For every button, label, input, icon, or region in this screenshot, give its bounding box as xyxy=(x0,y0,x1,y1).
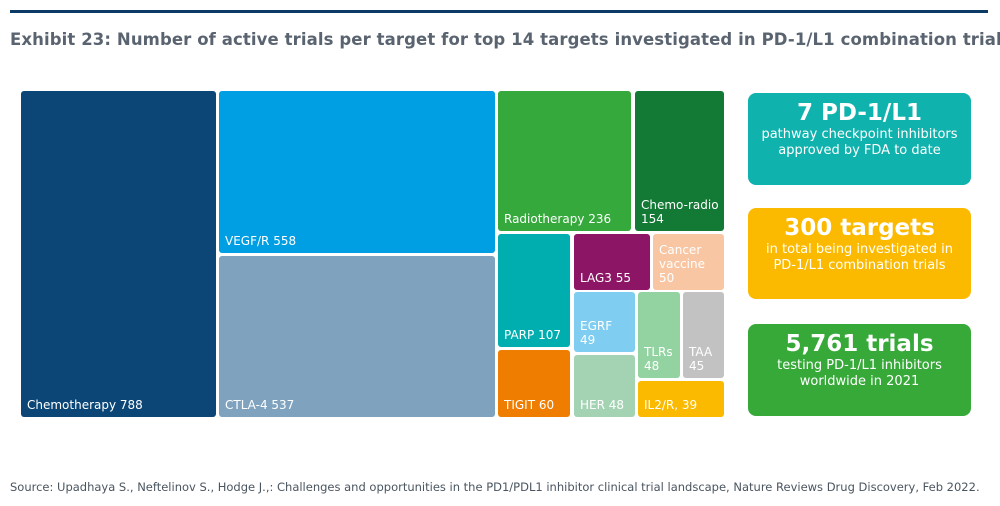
stat-headline: 300 targets xyxy=(784,215,935,241)
treemap-tile-tlrs: TLRs 48 xyxy=(638,292,680,378)
treemap-tile-label: Cancer vaccine 50 xyxy=(659,243,705,285)
treemap-tile-label: LAG3 55 xyxy=(580,271,631,285)
treemap-tile-label: Chemotherapy 788 xyxy=(27,398,143,412)
top-rule xyxy=(10,10,988,13)
stat-text: pathway checkpoint inhibitors approved b… xyxy=(761,127,958,158)
treemap-tile-il2-r: IL2/R, 39 xyxy=(638,381,724,417)
treemap-tile-label: PARP 107 xyxy=(504,328,561,342)
stat-card-targets: 300 targets in total being investigated … xyxy=(748,208,971,299)
treemap: Chemotherapy 788 VEGF/R 558 CTLA-4 537 Radi… xyxy=(21,91,724,417)
treemap-tile-label: IL2/R, 39 xyxy=(644,398,698,412)
stat-headline: 5,761 trials xyxy=(785,331,934,357)
chart-title: Exhibit 23: Number of active trials per … xyxy=(10,30,1000,49)
treemap-tile-vegf-r: VEGF/R 558 xyxy=(219,91,495,253)
treemap-tile-label: Chemo-radio 154 xyxy=(641,198,719,226)
treemap-tile-radiotherapy: Radiotherapy 236 xyxy=(498,91,631,231)
treemap-tile-label: EGRF 49 xyxy=(580,319,613,347)
treemap-tile-ctla-4: CTLA-4 537 xyxy=(219,256,495,417)
treemap-tile-parp: PARP 107 xyxy=(498,234,570,347)
treemap-tile-label: TLRs 48 xyxy=(644,345,673,373)
treemap-tile-cancer-vaccine: Cancer vaccine 50 xyxy=(653,234,724,290)
stat-headline: 7 PD-1/L1 xyxy=(797,100,922,126)
treemap-tile-egrf: EGRF 49 xyxy=(574,292,635,352)
stat-text: testing PD-1/L1 inhibitors worldwide in … xyxy=(777,358,942,389)
treemap-tile-chemo-radio: Chemo-radio 154 xyxy=(635,91,724,231)
treemap-tile-label: TAA 45 xyxy=(689,345,713,373)
stat-card-trials: 5,761 trials testing PD-1/L1 inhibitors … xyxy=(748,324,971,416)
treemap-tile-label: TIGIT 60 xyxy=(504,398,555,412)
treemap-tile-label: HER 48 xyxy=(580,398,625,412)
treemap-tile-taa: TAA 45 xyxy=(683,292,724,378)
treemap-tile-label: Radiotherapy 236 xyxy=(504,212,612,226)
treemap-tile-chemotherapy: Chemotherapy 788 xyxy=(21,91,216,417)
treemap-tile-label: CTLA-4 537 xyxy=(225,398,295,412)
treemap-tile-lag3: LAG3 55 xyxy=(574,234,650,290)
source-note: Source: Upadhaya S., Neftelinov S., Hodg… xyxy=(10,480,980,494)
treemap-tile-tigit: TIGIT 60 xyxy=(498,350,570,417)
treemap-tile-her: HER 48 xyxy=(574,355,635,417)
stat-card-approved: 7 PD-1/L1 pathway checkpoint inhibitors … xyxy=(748,93,971,185)
treemap-tile-label: VEGF/R 558 xyxy=(225,234,297,248)
stat-text: in total being investigated in PD-1/L1 c… xyxy=(766,242,953,273)
